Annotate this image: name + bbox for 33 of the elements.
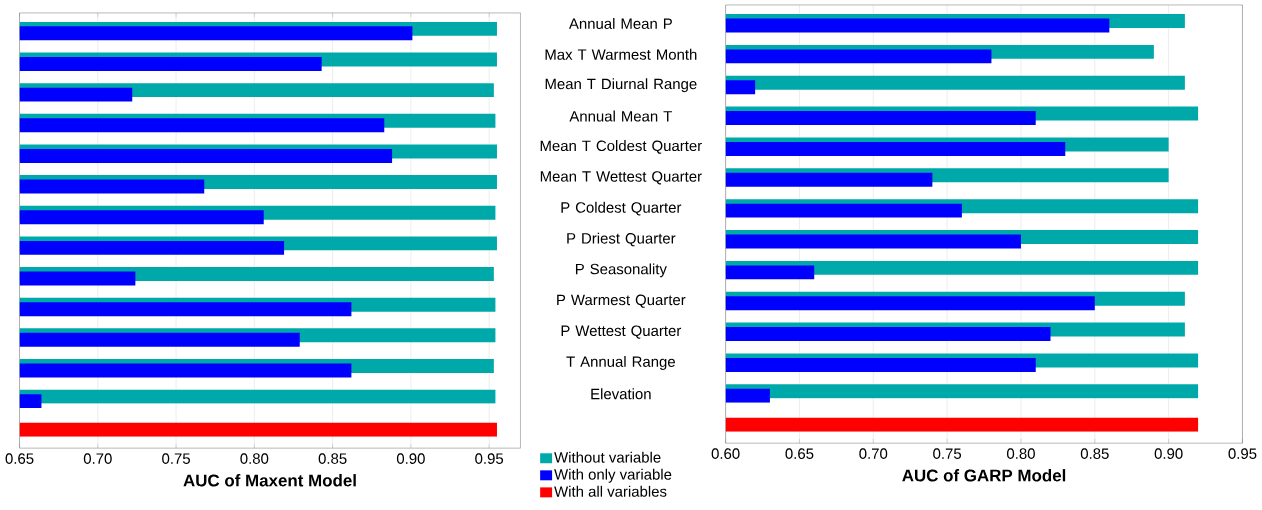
y-tick-label: P Coldest Quarter — [561, 201, 682, 216]
x-tick-label: 0.70 — [83, 453, 112, 464]
x-axis-title: AUC of Maxent Model — [183, 474, 356, 487]
x-axis-title: AUC of GARP Model — [902, 469, 1066, 482]
x-tick-label: 0.85 — [1080, 448, 1109, 459]
x-tick-label: 0.80 — [1007, 448, 1035, 459]
y-tick-label: P Seasonality — [575, 263, 667, 278]
x-tick-label: 0.90 — [1154, 448, 1183, 459]
x-tick-label: 0.95 — [1228, 448, 1257, 459]
y-tick-label: Mean T Coldest Quarter — [540, 140, 702, 154]
legend-label: Without variable — [554, 451, 661, 463]
y-tick-label: Annual Mean P — [568, 18, 672, 30]
x-tick-label: 0.75 — [162, 453, 190, 464]
y-tick-label: Mean T Diurnal Range — [545, 78, 697, 93]
x-tick-label: 0.60 — [711, 448, 740, 459]
y-tick-label: Max T Warmest Month — [545, 48, 697, 60]
legend-label: With only variable — [554, 468, 672, 483]
x-tick-label: 0.85 — [318, 453, 347, 464]
y-tick-label: P Warmest Quarter — [557, 294, 686, 308]
y-tick-label: Mean T Wettest Quarter — [540, 171, 702, 185]
y-tick-label: Elevation — [591, 388, 651, 400]
x-tick-label: 0.90 — [396, 453, 425, 464]
x-tick-label: 0.75 — [933, 448, 962, 459]
x-tick-label: 0.65 — [5, 453, 34, 464]
x-tick-label: 0.95 — [475, 453, 504, 464]
x-tick-label: 0.65 — [785, 448, 814, 459]
x-tick-label: 0.80 — [240, 453, 269, 464]
y-tick-label: P Wettest Quarter — [561, 325, 682, 339]
x-tick-label: 0.70 — [859, 448, 888, 459]
legend-label: With all variables — [554, 485, 667, 497]
y-tick-label: T Annual Range — [566, 356, 675, 370]
y-tick-label: P Driest Quarter — [567, 232, 676, 247]
y-tick-label: Annual Mean T — [569, 110, 672, 122]
